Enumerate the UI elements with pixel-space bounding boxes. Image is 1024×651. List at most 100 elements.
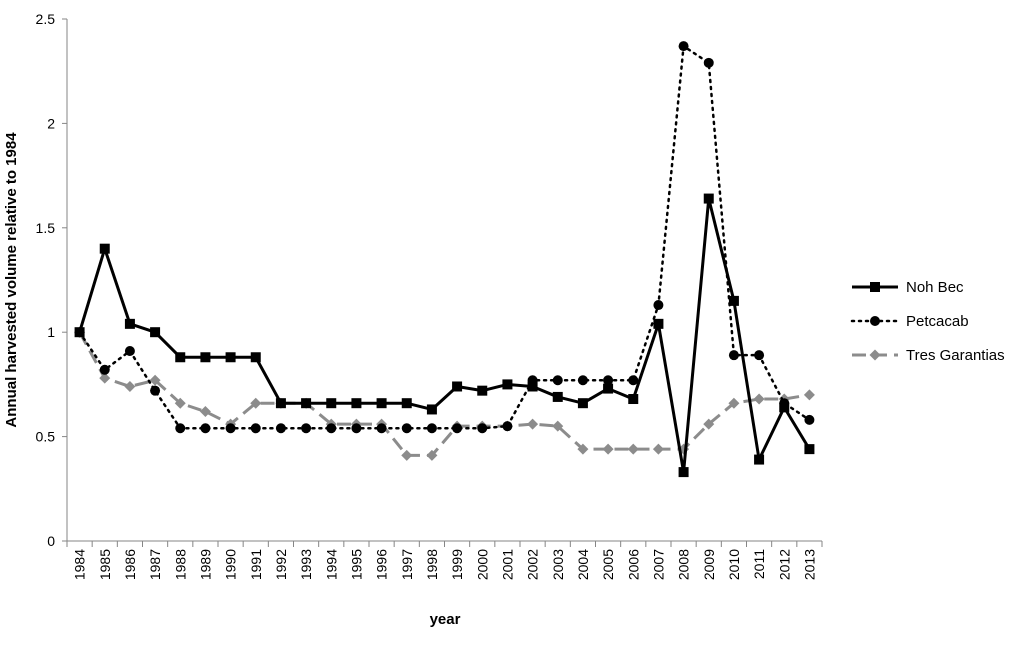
data-point-tres-garantias [174, 397, 186, 409]
x-tick-label: 2000 [474, 549, 490, 580]
data-point-petcacab [678, 41, 689, 52]
data-point-noh-bec [326, 398, 337, 409]
x-tick-label: 1992 [273, 549, 289, 580]
data-point-petcacab [401, 423, 412, 434]
x-tick-label: 1997 [399, 549, 415, 580]
data-point-petcacab [326, 423, 337, 434]
data-point-noh-bec [653, 318, 664, 329]
legend: Noh Bec Petcacab Tres Garantias [850, 279, 1005, 364]
data-point-noh-bec [150, 327, 161, 338]
x-tick-label: 1987 [147, 549, 163, 580]
data-point-tres-garantias [728, 397, 740, 409]
data-point-tres-garantias [803, 389, 815, 401]
data-point-petcacab [376, 423, 387, 434]
data-point-petcacab [275, 423, 286, 434]
data-point-noh-bec [603, 383, 614, 394]
data-point-noh-bec [376, 398, 387, 409]
data-point-noh-bec [754, 454, 765, 465]
series-noh-bec [74, 193, 815, 478]
data-point-tres-garantias [250, 397, 262, 409]
y-axis-title: Annual harvested volume relative to 1984 [3, 132, 20, 428]
y-tick-label: 1 [47, 324, 55, 340]
x-tick-label: 2003 [550, 549, 566, 580]
data-point-tres-garantias [401, 449, 413, 461]
data-point-tres-garantias [99, 372, 111, 384]
x-tick-label: 1985 [97, 549, 113, 580]
data-point-petcacab [477, 423, 488, 434]
legend-item-noh-bec: Noh Bec [852, 279, 964, 296]
data-point-noh-bec [527, 381, 538, 392]
data-point-petcacab [351, 423, 362, 434]
data-point-tres-garantias [552, 420, 564, 432]
data-point-petcacab [200, 423, 211, 434]
data-point-petcacab [628, 375, 639, 386]
data-point-petcacab [754, 350, 765, 361]
data-point-noh-bec [426, 404, 437, 415]
y-tick-label: 1.5 [36, 220, 56, 236]
data-point-noh-bec [779, 402, 790, 413]
x-tick-label: 1990 [223, 549, 239, 580]
data-point-noh-bec [728, 295, 739, 306]
data-point-petcacab [804, 414, 815, 425]
data-point-noh-bec [275, 398, 286, 409]
data-point-petcacab [175, 423, 186, 434]
data-point-petcacab [124, 345, 135, 356]
x-tick-label: 2009 [701, 549, 717, 580]
data-point-tres-garantias [577, 443, 589, 455]
x-tick-label: 2010 [726, 549, 742, 580]
data-point-petcacab [603, 375, 614, 386]
data-point-petcacab [653, 300, 664, 311]
x-tick-label: 2013 [801, 549, 817, 580]
data-point-tres-garantias [703, 418, 715, 430]
data-point-noh-bec [351, 398, 362, 409]
data-point-tres-garantias [602, 443, 614, 455]
x-tick-label: 1995 [348, 549, 364, 580]
x-tick-label: 2012 [776, 549, 792, 580]
x-tick-label: 2004 [575, 549, 591, 580]
series-layer [74, 41, 815, 478]
legend-label: Petcacab [906, 313, 969, 330]
x-tick-label: 1984 [72, 549, 88, 580]
legend-label: Tres Garantias [906, 347, 1005, 364]
x-tick-label: 2008 [676, 549, 692, 580]
data-point-tres-garantias [527, 418, 539, 430]
data-point-petcacab [502, 421, 513, 432]
data-point-noh-bec [124, 318, 135, 329]
data-point-noh-bec [628, 394, 639, 405]
data-point-petcacab [99, 364, 110, 375]
data-point-petcacab [577, 375, 588, 386]
data-point-noh-bec [804, 444, 815, 455]
x-tick-label: 1991 [248, 549, 264, 580]
data-point-noh-bec [74, 327, 85, 338]
data-point-noh-bec [200, 352, 211, 363]
x-tick-label: 2001 [499, 549, 515, 580]
x-axis-title: year [430, 611, 461, 628]
y-tick-label: 0.5 [36, 429, 56, 445]
x-tick-label: 1986 [122, 549, 138, 580]
data-point-tres-garantias [426, 449, 438, 461]
data-point-noh-bec [552, 391, 563, 402]
x-tick-label: 2011 [751, 549, 767, 579]
data-point-noh-bec [502, 379, 513, 390]
data-point-noh-bec [225, 352, 236, 363]
data-point-noh-bec [99, 243, 110, 254]
data-point-petcacab [728, 350, 739, 361]
x-tick-label: 1988 [172, 549, 188, 580]
x-tick-label: 1996 [374, 549, 390, 580]
data-point-noh-bec [452, 381, 463, 392]
data-point-petcacab [552, 375, 563, 386]
data-point-tres-garantias [199, 406, 211, 418]
x-tick-label: 2002 [525, 549, 541, 580]
data-point-tres-garantias [627, 443, 639, 455]
data-point-noh-bec [678, 467, 689, 478]
legend-item-tres-garantias: Tres Garantias [852, 347, 1005, 364]
series-petcacab [74, 41, 815, 434]
data-point-noh-bec [703, 193, 714, 204]
x-tick-label: 1994 [323, 549, 339, 580]
series-line-petcacab [78, 44, 811, 430]
x-tick-label: 1998 [424, 549, 440, 580]
series-tres-garantias [74, 326, 815, 461]
data-point-noh-bec [175, 352, 186, 363]
data-point-tres-garantias [149, 374, 161, 386]
y-tick-label: 2.5 [36, 11, 56, 27]
